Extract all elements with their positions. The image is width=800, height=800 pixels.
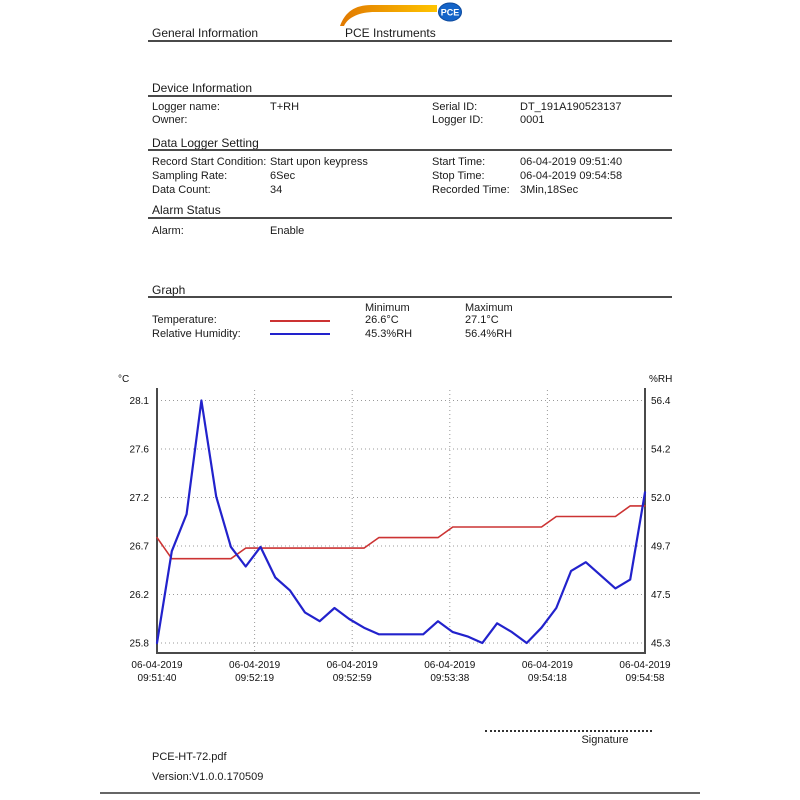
- x-axis-tick-date: 06-04-2019: [131, 660, 183, 671]
- pce-logo-icon: PCE: [340, 2, 462, 26]
- legend-header-row: Minimum Maximum: [0, 302, 800, 316]
- graph-divider: [148, 296, 672, 298]
- x-axis-tick-date: 06-04-2019: [424, 660, 476, 671]
- field-label: Alarm:: [152, 225, 184, 237]
- field-label: Owner:: [152, 114, 188, 126]
- right-axis-unit: %RH: [649, 374, 672, 385]
- field-value: 0001: [520, 114, 545, 126]
- x-axis-tick-date: 06-04-2019: [619, 660, 671, 671]
- right-axis-tick: 45.3: [651, 639, 671, 650]
- logo-badge: [438, 2, 462, 22]
- x-axis-tick-time: 09:54:58: [626, 673, 665, 684]
- field-label: Sampling Rate:: [152, 170, 228, 182]
- page-title: General Information: [152, 26, 259, 40]
- signature-label: Signature: [581, 734, 629, 746]
- field-value: 3Min,18Sec: [520, 184, 579, 196]
- alarm-row: Alarm: Enable: [0, 225, 800, 239]
- field-value: 34: [270, 184, 283, 196]
- footer-filename: PCE-HT-72.pdf: [152, 751, 227, 763]
- field-label: Data Count:: [152, 184, 211, 196]
- left-axis-unit: °C: [118, 374, 129, 385]
- field-label: Serial ID:: [432, 101, 478, 113]
- field-value: 06-04-2019 09:54:58: [520, 170, 623, 182]
- legend-min-value: 26.6°C: [365, 314, 399, 326]
- footer-divider: [100, 792, 700, 794]
- left-axis-tick: 26.7: [130, 542, 150, 553]
- logo-swoosh: [340, 5, 437, 26]
- right-axis-tick: 56.4: [651, 396, 671, 407]
- field-value: DT_191A190523137: [520, 101, 622, 113]
- left-axis-tick: 27.2: [130, 493, 150, 504]
- legend-row-temperature: Temperature: 26.6°C 27.1°C: [0, 314, 800, 328]
- x-axis-tick-time: 09:52:59: [333, 673, 372, 684]
- left-axis-tick: 26.2: [130, 590, 150, 601]
- legend-label: Temperature:: [152, 314, 217, 326]
- left-axis-tick: 25.8: [130, 639, 150, 650]
- legend-label: Relative Humidity:: [152, 328, 241, 340]
- temperature-series-line: [156, 505, 646, 560]
- legend-max-header: Maximum: [465, 302, 513, 314]
- setting-row: Record Start Condition: Start upon keypr…: [0, 156, 800, 170]
- field-label: Logger name:: [152, 101, 220, 113]
- field-value: 6Sec: [270, 170, 296, 182]
- brand-name: PCE Instruments: [345, 26, 436, 40]
- right-axis-tick: 54.2: [651, 445, 671, 456]
- right-axis-tick: 52.0: [651, 493, 671, 504]
- x-axis-tick-date: 06-04-2019: [229, 660, 281, 671]
- setting-row: Sampling Rate: 6Sec Stop Time: 06-04-201…: [0, 170, 800, 184]
- section-title-data-logger-setting: Data Logger Setting: [152, 136, 259, 150]
- x-axis-tick-time: 09:52:19: [235, 673, 274, 684]
- x-axis-tick-date: 06-04-2019: [327, 660, 379, 671]
- field-label: Record Start Condition:: [152, 156, 267, 168]
- temperature-line-swatch: [270, 320, 330, 322]
- data-logger-setting-divider: [148, 149, 672, 151]
- alarm-status-divider: [148, 217, 672, 219]
- signature-line: [485, 730, 652, 732]
- x-axis-tick-time: 09:53:38: [430, 673, 469, 684]
- field-value: Start upon keypress: [270, 156, 368, 168]
- device-info-row: Logger name: T+RH Serial ID: DT_191A1905…: [0, 101, 800, 115]
- setting-row: Data Count: 34 Recorded Time: 3Min,18Sec: [0, 184, 800, 198]
- device-information-divider: [148, 95, 672, 97]
- legend-min-value: 45.3%RH: [365, 328, 413, 340]
- legend-min-header: Minimum: [365, 302, 410, 314]
- x-axis-tick-date: 06-04-2019: [522, 660, 574, 671]
- section-title-device-information: Device Information: [152, 81, 253, 95]
- device-info-row: Owner: Logger ID: 0001: [0, 114, 800, 128]
- footer-version: Version:V1.0.0.170509: [152, 771, 264, 783]
- temperature-humidity-chart: 28.1 56.4 27.6 54.2 27.2 52.0 26.7 49.7 26.2 47.5…: [118, 374, 672, 684]
- right-axis-tick: 49.7: [651, 542, 671, 553]
- section-title-graph: Graph: [152, 283, 186, 297]
- right-axis-tick: 47.5: [651, 590, 671, 601]
- humidity-series-line: [155, 399, 647, 645]
- section-title-alarm-status: Alarm Status: [152, 203, 221, 217]
- field-value: T+RH: [270, 101, 300, 113]
- humidity-line-swatch: [270, 333, 330, 335]
- x-axis-tick-time: 09:51:40: [138, 673, 177, 684]
- field-label: Recorded Time:: [432, 184, 510, 196]
- left-axis-tick: 27.6: [130, 445, 150, 456]
- field-value: 06-04-2019 09:51:40: [520, 156, 623, 168]
- field-label: Logger ID:: [432, 114, 484, 126]
- x-axis-tick-time: 09:54:18: [528, 673, 567, 684]
- left-axis-tick: 28.1: [130, 396, 150, 407]
- legend-row-humidity: Relative Humidity: 45.3%RH 56.4%RH: [0, 328, 800, 342]
- field-value: Enable: [270, 225, 305, 237]
- logo-badge-text: PCE: [441, 8, 460, 18]
- field-label: Stop Time:: [432, 170, 485, 182]
- legend-max-value: 56.4%RH: [465, 328, 513, 340]
- legend-max-value: 27.1°C: [465, 314, 499, 326]
- header-divider: [148, 40, 672, 42]
- field-label: Start Time:: [432, 156, 486, 168]
